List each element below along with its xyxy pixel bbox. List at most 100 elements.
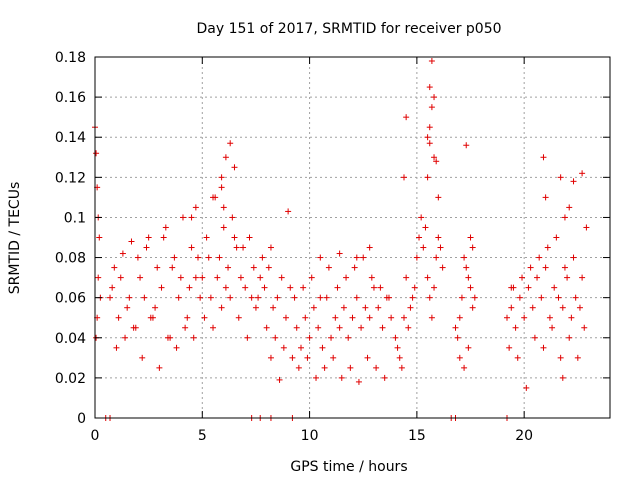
data-point bbox=[257, 274, 264, 281]
data-point bbox=[579, 170, 586, 177]
data-point bbox=[267, 354, 274, 361]
data-point bbox=[336, 250, 343, 257]
data-point bbox=[561, 264, 568, 271]
data-point bbox=[542, 194, 549, 201]
data-point bbox=[583, 224, 590, 231]
data-point bbox=[231, 164, 238, 171]
data-point bbox=[248, 294, 255, 301]
data-point bbox=[192, 204, 199, 211]
data-point bbox=[529, 304, 536, 311]
data-point bbox=[141, 294, 148, 301]
data-point bbox=[405, 324, 412, 331]
data-point bbox=[394, 344, 401, 351]
plot-frame bbox=[94, 56, 611, 419]
data-point bbox=[321, 364, 328, 371]
data-point bbox=[519, 274, 526, 281]
data-point bbox=[407, 304, 414, 311]
data-point bbox=[259, 254, 266, 261]
data-point bbox=[401, 174, 407, 181]
data-point bbox=[422, 224, 429, 231]
data-point bbox=[508, 304, 515, 311]
x-tick-label: 15 bbox=[408, 428, 426, 444]
y-tick-label: 0.08 bbox=[55, 251, 86, 267]
data-point bbox=[195, 254, 201, 261]
data-point bbox=[240, 244, 247, 251]
data-point bbox=[431, 94, 438, 101]
data-point bbox=[227, 140, 234, 147]
data-point bbox=[512, 324, 519, 331]
data-point bbox=[523, 384, 530, 391]
data-point bbox=[521, 314, 528, 321]
data-point bbox=[278, 274, 285, 281]
data-point bbox=[362, 304, 369, 311]
data-point bbox=[137, 274, 144, 281]
data-point bbox=[156, 364, 163, 371]
data-point bbox=[188, 214, 195, 221]
x-tick-label: 10 bbox=[301, 428, 319, 444]
data-point bbox=[237, 274, 244, 281]
data-point bbox=[428, 58, 435, 65]
data-point bbox=[433, 254, 440, 261]
data-point bbox=[467, 234, 474, 241]
data-point bbox=[579, 274, 586, 281]
data-point bbox=[315, 324, 322, 331]
data-point bbox=[134, 254, 141, 261]
data-point bbox=[456, 354, 463, 361]
data-point bbox=[93, 150, 100, 157]
data-point bbox=[302, 314, 309, 321]
data-point bbox=[330, 354, 337, 361]
data-point bbox=[317, 294, 324, 301]
data-point bbox=[452, 324, 459, 331]
data-point bbox=[126, 294, 133, 301]
data-point bbox=[471, 294, 478, 301]
data-point bbox=[188, 244, 195, 251]
data-point bbox=[463, 264, 470, 271]
data-point bbox=[574, 354, 581, 361]
data-point bbox=[154, 264, 161, 271]
data-point bbox=[456, 314, 463, 321]
data-point bbox=[508, 284, 515, 291]
data-point bbox=[214, 274, 221, 281]
data-point bbox=[514, 354, 521, 361]
y-tick-label: 0.14 bbox=[55, 130, 86, 146]
data-point bbox=[534, 274, 541, 281]
data-point bbox=[546, 314, 553, 321]
data-point bbox=[147, 314, 154, 321]
data-point bbox=[225, 264, 232, 271]
data-point bbox=[184, 314, 191, 321]
y-tick-label: 0.06 bbox=[55, 291, 86, 307]
data-point bbox=[349, 314, 356, 321]
data-point bbox=[540, 154, 547, 161]
data-point bbox=[250, 264, 257, 271]
data-point bbox=[287, 284, 294, 291]
data-point bbox=[205, 254, 212, 261]
data-point bbox=[306, 334, 313, 341]
y-tick-label: 0.02 bbox=[55, 371, 86, 387]
data-point bbox=[285, 208, 292, 215]
data-point bbox=[401, 314, 407, 321]
data-point bbox=[413, 254, 420, 261]
data-point bbox=[124, 304, 131, 311]
data-point bbox=[218, 304, 225, 311]
data-point bbox=[252, 304, 259, 311]
data-point bbox=[570, 254, 577, 261]
data-point bbox=[385, 294, 392, 301]
data-point bbox=[300, 284, 307, 291]
data-point bbox=[295, 364, 302, 371]
data-point bbox=[244, 334, 251, 341]
data-point bbox=[572, 294, 579, 301]
data-point bbox=[463, 142, 470, 149]
data-point bbox=[263, 324, 270, 331]
data-point bbox=[433, 158, 440, 165]
data-point bbox=[233, 244, 240, 251]
data-point bbox=[218, 184, 225, 191]
data-point bbox=[428, 104, 435, 111]
data-point bbox=[426, 124, 433, 131]
data-point bbox=[175, 294, 182, 301]
data-point bbox=[171, 254, 178, 261]
data-point bbox=[162, 224, 169, 231]
data-point bbox=[551, 284, 558, 291]
data-point bbox=[566, 334, 573, 341]
data-point bbox=[465, 274, 472, 281]
data-point bbox=[435, 234, 442, 241]
